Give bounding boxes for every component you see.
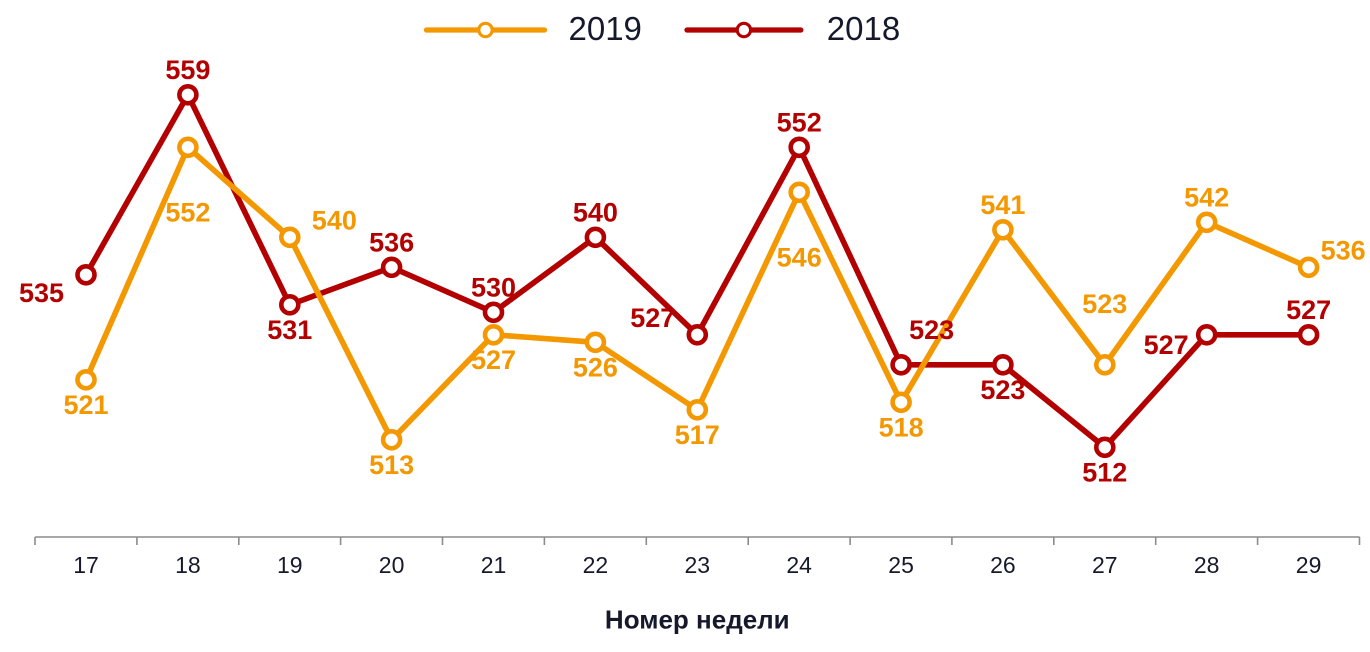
svg-text:527: 527 [630, 303, 675, 333]
svg-text:29: 29 [1296, 552, 1322, 578]
svg-text:21: 21 [481, 552, 507, 578]
svg-text:559: 559 [165, 55, 210, 85]
svg-text:26: 26 [990, 552, 1016, 578]
svg-text:523: 523 [980, 375, 1025, 405]
svg-text:20: 20 [379, 552, 405, 578]
svg-text:526: 526 [573, 352, 618, 382]
svg-text:546: 546 [777, 242, 822, 272]
svg-text:535: 535 [19, 278, 64, 308]
svg-text:512: 512 [1082, 457, 1127, 487]
svg-text:17: 17 [73, 552, 99, 578]
svg-text:Номер недели: Номер недели [605, 605, 790, 635]
svg-text:521: 521 [63, 390, 108, 420]
svg-text:513: 513 [369, 450, 414, 480]
svg-text:27: 27 [1092, 552, 1118, 578]
svg-text:517: 517 [675, 420, 720, 450]
svg-text:540: 540 [573, 197, 618, 227]
svg-text:530: 530 [471, 272, 516, 302]
svg-text:19: 19 [277, 552, 303, 578]
svg-text:25: 25 [888, 552, 914, 578]
svg-text:542: 542 [1184, 182, 1229, 212]
svg-text:18: 18 [175, 552, 201, 578]
svg-text:24: 24 [786, 552, 812, 578]
svg-text:536: 536 [1321, 235, 1366, 265]
svg-text:527: 527 [1286, 295, 1331, 325]
svg-text:536: 536 [369, 227, 414, 257]
svg-text:541: 541 [980, 190, 1025, 220]
svg-text:22: 22 [583, 552, 609, 578]
svg-text:527: 527 [1144, 330, 1189, 360]
svg-text:523: 523 [1082, 289, 1127, 319]
svg-text:523: 523 [909, 315, 954, 345]
svg-text:23: 23 [685, 552, 711, 578]
svg-text:552: 552 [165, 197, 210, 227]
svg-text:2019: 2019 [569, 10, 642, 47]
svg-text:527: 527 [471, 345, 516, 375]
svg-text:28: 28 [1194, 552, 1220, 578]
svg-text:540: 540 [312, 205, 357, 235]
svg-text:531: 531 [267, 315, 312, 345]
svg-text:552: 552 [777, 107, 822, 137]
svg-text:518: 518 [879, 412, 924, 442]
svg-text:2018: 2018 [827, 10, 900, 47]
